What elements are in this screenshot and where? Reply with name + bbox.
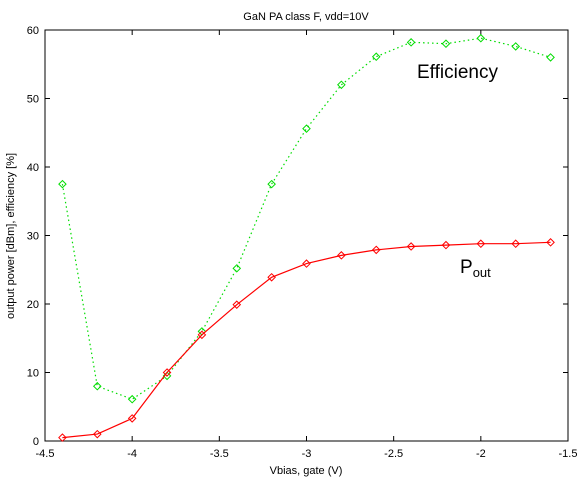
data-point-efficiency xyxy=(337,80,346,90)
data-point-pout xyxy=(546,238,555,247)
x-tick-label: -2.5 xyxy=(384,448,403,460)
data-point-efficiency xyxy=(127,394,137,404)
y-axis-label: output power [dBm], efficiency [%] xyxy=(5,153,17,319)
x-tick-label: -3 xyxy=(302,448,312,460)
pout-annotation-sub: out xyxy=(473,265,491,280)
data-point-pout xyxy=(476,239,486,249)
data-point-efficiency xyxy=(267,179,276,189)
x-axis-ticks: -4.5 -4 -3.5 -3 -2.5 -2 -1.5 xyxy=(36,30,578,460)
data-point-efficiency xyxy=(511,42,521,51)
x-tick-label: -2 xyxy=(476,448,486,460)
data-point-pout xyxy=(197,330,207,340)
data-point-efficiency xyxy=(546,53,555,62)
data-point-pout xyxy=(406,242,416,251)
data-point-efficiency xyxy=(302,124,311,133)
y-tick-label: 30 xyxy=(27,231,39,243)
data-point-pout xyxy=(267,272,276,282)
x-tick-label: -4.5 xyxy=(36,448,55,460)
y-tick-label: 10 xyxy=(27,368,39,380)
y-tick-label: 0 xyxy=(33,436,39,448)
series-line-pout xyxy=(62,241,551,439)
x-tick-label: -3.5 xyxy=(210,448,229,460)
x-tick-label: -1.5 xyxy=(559,448,578,460)
data-point-pout xyxy=(92,429,102,439)
data-point-pout xyxy=(337,251,346,260)
data-point-pout xyxy=(232,300,242,309)
data-point-efficiency xyxy=(441,39,451,49)
x-tick-label: -4 xyxy=(127,448,137,460)
y-tick-label: 60 xyxy=(27,25,39,37)
plot-area xyxy=(44,29,569,442)
efficiency-annotation: Efficiency xyxy=(417,62,498,83)
data-point-pout xyxy=(302,259,311,268)
y-tick-label: 50 xyxy=(27,94,39,106)
y-tick-label: 20 xyxy=(27,299,39,311)
data-point-efficiency xyxy=(476,33,486,43)
data-point-efficiency xyxy=(58,179,67,189)
data-point-pout xyxy=(162,368,172,377)
series-layer xyxy=(58,33,555,442)
data-point-pout xyxy=(511,239,521,249)
data-point-pout xyxy=(127,414,137,423)
x-axis-label: Vbias, gate (V) xyxy=(270,465,343,477)
data-point-efficiency xyxy=(92,381,102,391)
data-point-pout xyxy=(441,240,451,250)
pout-annotation: Pout xyxy=(460,257,491,280)
y-tick-label: 40 xyxy=(27,162,39,174)
pout-annotation-main: P xyxy=(460,257,473,278)
data-point-pout xyxy=(371,245,381,255)
data-point-efficiency xyxy=(232,264,242,273)
series-line-efficiency xyxy=(61,37,551,400)
data-point-efficiency xyxy=(371,52,381,62)
chart-title: GaN PA class F, vdd=10V xyxy=(243,11,369,23)
data-point-pout xyxy=(58,433,67,442)
y-axis-ticks: 0 10 20 30 40 50 60 xyxy=(27,25,568,448)
data-point-efficiency xyxy=(406,38,416,47)
